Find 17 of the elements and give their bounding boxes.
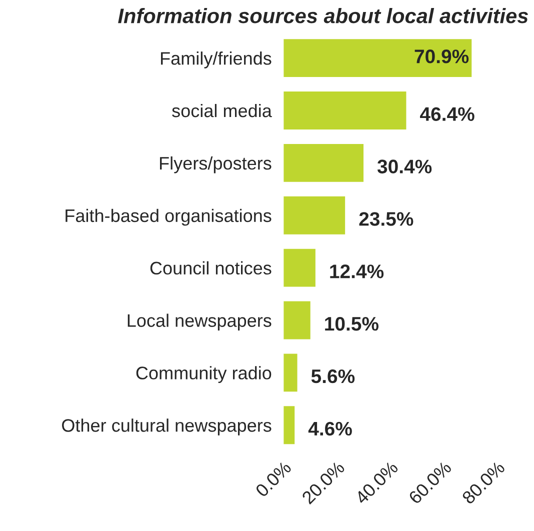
data-label: 70.9% (414, 50, 469, 64)
data-label: 10.5% (325, 316, 378, 331)
chart-title: Information sources about local activities (118, 8, 528, 24)
y-tick-label: Council notices (150, 261, 272, 275)
y-tick-label: Family/friends (161, 52, 272, 68)
data-label: 12.4% (330, 264, 384, 278)
data-label: 30.4% (377, 160, 432, 174)
data-label: 4.6% (308, 422, 352, 436)
data-label: 23.5% (359, 212, 414, 226)
data-label: 46.4% (420, 107, 474, 121)
y-tick-label: Other cultural newspapers (62, 418, 272, 436)
y-tick-label: Faith-based organisations (66, 208, 272, 226)
data-label: 5.6% (311, 369, 355, 384)
y-tick-label: Local newspapers (128, 314, 272, 331)
y-tick-label: social media (172, 104, 272, 118)
y-tick-label: Flyers/posters (160, 156, 272, 174)
y-tick-label: Community radio (136, 366, 272, 383)
